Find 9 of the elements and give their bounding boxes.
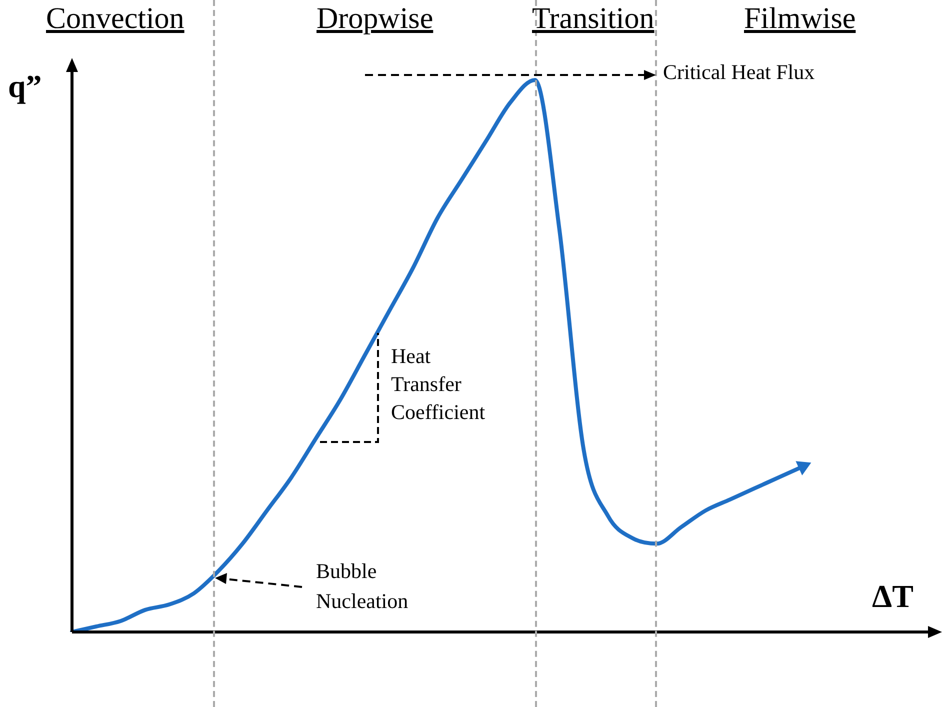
text: Convection xyxy=(46,2,184,36)
text: Dropwise xyxy=(316,2,434,36)
text: Transition xyxy=(532,2,654,36)
text: Filmwise xyxy=(744,2,856,36)
y-axis-title: q” xyxy=(8,68,42,105)
annotation: Heat Transfer Coefficient xyxy=(391,343,486,426)
x-axis-title: ΔT xyxy=(872,578,914,615)
annotation: Critical Heat Flux xyxy=(663,60,815,85)
annotation: Bubble Nucleation xyxy=(316,558,410,615)
